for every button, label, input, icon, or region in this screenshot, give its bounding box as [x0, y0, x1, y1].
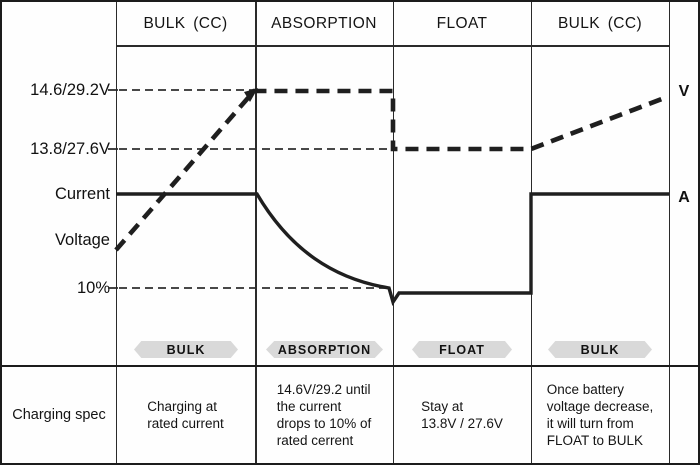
- grid-vline-3: [392, 2, 395, 463]
- spec-line: drops to 10% of: [276, 416, 372, 431]
- spec-line: 13.8V / 27.6V: [421, 416, 503, 431]
- spec-text-bulk-1: Charging at rated current: [147, 398, 224, 432]
- spec-cell-bulk-2: Once battery voltage decrease, it will t…: [531, 368, 669, 462]
- stage-pill-absorption: ABSORPTION: [266, 341, 383, 358]
- table-top-border: [2, 365, 698, 368]
- stage-pill-float: FLOAT: [412, 341, 512, 358]
- phase-header-bulk-1: BULK (CC): [143, 14, 228, 32]
- unit-label-volts: V: [678, 83, 690, 100]
- axis-label-absorption-voltage: 14.6/29.2V: [30, 81, 110, 99]
- spec-line: Stay at: [421, 399, 464, 414]
- phase-header-bulk-2: BULK (CC): [557, 14, 643, 32]
- spec-line: 14.6V/29.2 until: [276, 382, 371, 397]
- spec-line: voltage decrease,: [546, 399, 654, 414]
- voltage-curve-arrowhead-icon: [244, 88, 258, 102]
- row-header-label: Charging spec: [12, 406, 106, 423]
- stage-pill-bulk-2: BULK: [548, 341, 652, 358]
- spec-line: the current: [276, 399, 342, 414]
- spec-text-float: Stay at 13.8V / 27.6V: [421, 398, 503, 432]
- axis-label-ten-percent: 10%: [76, 279, 110, 297]
- spec-line: Once battery: [546, 382, 624, 397]
- spec-line: FLOAT to BULK: [546, 433, 643, 448]
- axis-tick-marks: [108, 89, 118, 289]
- spec-text-bulk-2: Once battery voltage decrease, it will t…: [547, 381, 654, 449]
- spec-line: it will turn from: [546, 416, 634, 431]
- voltage-curve: [114, 88, 668, 252]
- grid-vline-5: [668, 2, 671, 463]
- grid-vline-2: [255, 2, 257, 463]
- axis-label-voltage: Voltage: [54, 231, 110, 249]
- spec-line: rated cerrent: [276, 433, 354, 448]
- spec-line: Charging at: [147, 399, 218, 414]
- current-curve: [116, 192, 669, 307]
- grid-vline-1: [115, 2, 118, 463]
- spec-cell-bulk-1: Charging at rated current: [116, 368, 255, 462]
- stage-pill-bulk-1: BULK: [134, 341, 238, 358]
- header-separator-line: [115, 45, 670, 47]
- spec-text-absorption: 14.6V/29.2 until the current drops to 10…: [277, 381, 372, 449]
- spec-line: rated current: [147, 416, 224, 431]
- axis-label-current: Current: [54, 185, 110, 203]
- table-row-header-cell: Charging spec: [2, 368, 116, 462]
- phase-header-absorption: ABSORPTION: [271, 14, 377, 32]
- unit-label-amps: A: [678, 189, 690, 206]
- spec-cell-absorption: 14.6V/29.2 until the current drops to 10…: [255, 368, 393, 462]
- phase-header-float: FLOAT: [436, 14, 488, 32]
- axis-label-float-voltage: 13.8/27.6V: [30, 140, 110, 158]
- spec-cell-float: Stay at 13.8V / 27.6V: [393, 368, 531, 462]
